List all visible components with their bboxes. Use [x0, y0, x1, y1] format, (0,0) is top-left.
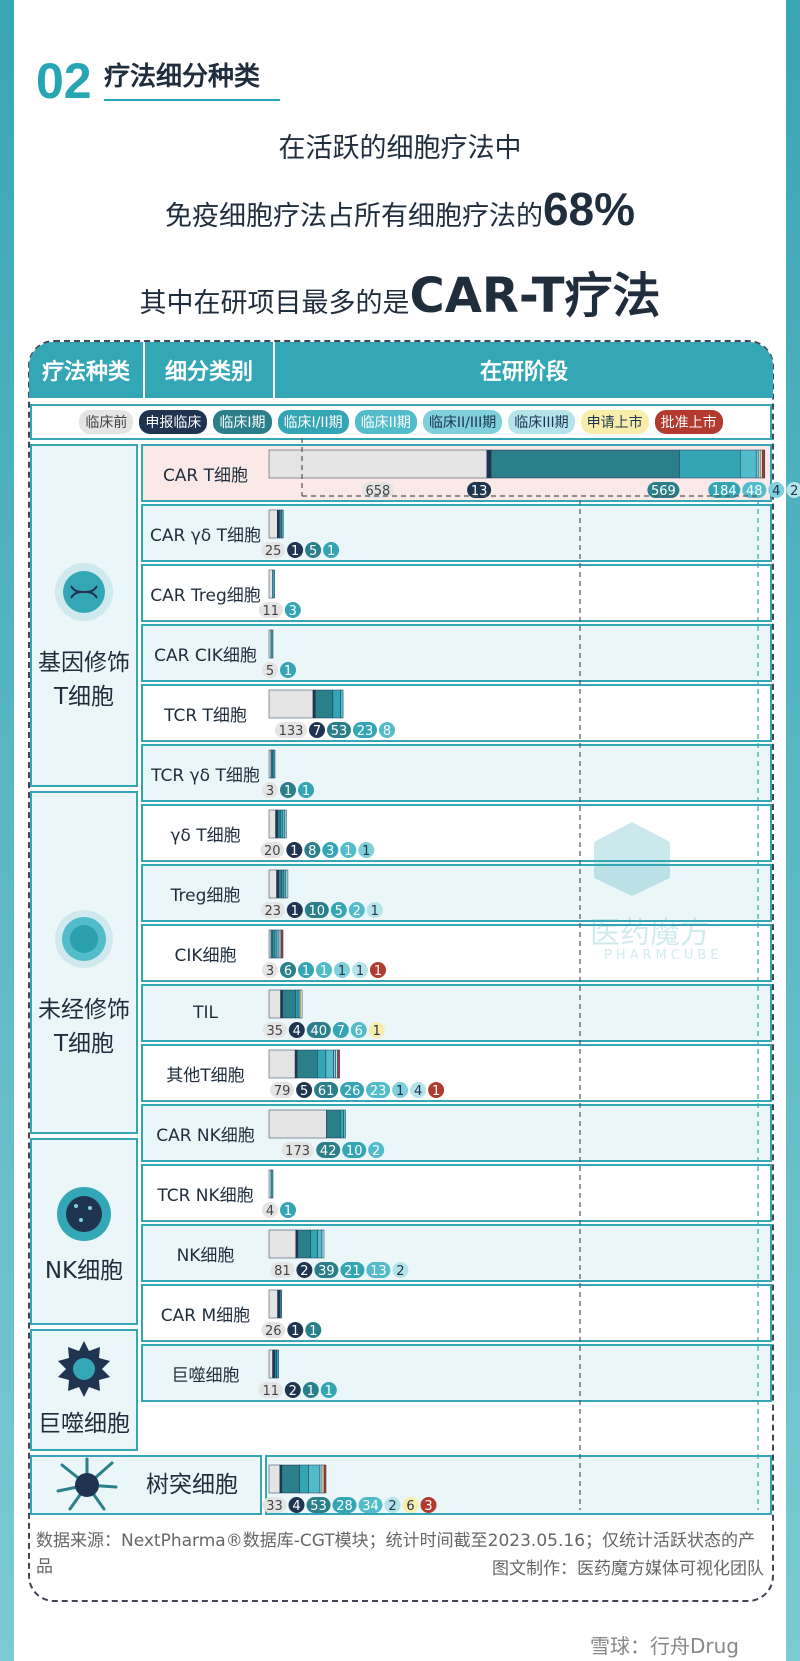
group-label-line1: 基因修饰 [38, 650, 130, 676]
subcategory-label: CIK细胞 [174, 945, 237, 966]
legend-item: 临床I期 [213, 410, 272, 434]
t-cell-icon [55, 910, 113, 968]
subcategory-label: γδ T细胞 [170, 825, 241, 846]
table-row: γδ T细胞 [141, 804, 772, 862]
legend-item: 申请上市 [580, 410, 649, 434]
subcategory-label: TIL [193, 1003, 218, 1023]
table-row: CAR Treg细胞 [141, 564, 772, 622]
subcategory-label: CAR T细胞 [162, 465, 249, 486]
group-label-line2: T细胞 [53, 684, 115, 710]
headline-line-3-text: 其中在研项目最多的是 [139, 288, 410, 319]
row-dendritic-cells [265, 1455, 772, 1515]
macrophage-icon [58, 1341, 110, 1397]
table-row: 巨噬细胞 [141, 1344, 772, 1402]
group-gene-modified-t: 基因修饰 T细胞 [30, 444, 138, 787]
group-unmodified-t: 未经修饰 T细胞 [30, 791, 138, 1134]
pharmcube-logo [590, 818, 674, 902]
table-row: CAR NK细胞 [141, 1104, 772, 1162]
group-macrophage: 巨噬细胞 [30, 1329, 138, 1451]
group-label: 巨噬细胞 [38, 1411, 130, 1437]
legend-item: 临床II/III期 [422, 410, 503, 434]
group-label-line2: T细胞 [53, 1031, 115, 1057]
brand-watermark-en: PHARMCUBE [604, 948, 723, 963]
credit-line: 图文制作：医药魔方媒体可视化团队 [492, 1559, 764, 1579]
table-row: CAR M细胞 [141, 1284, 772, 1342]
subcategory-label: 巨噬细胞 [171, 1365, 240, 1386]
subcategory-label: CAR NK细胞 [156, 1125, 255, 1146]
header-stage: 在研阶段 [275, 342, 773, 398]
group-label-line1: 未经修饰 [38, 997, 130, 1023]
data-source-note: 数据来源：NextPharma®数据库-CGT模块；统计时间截至2023.05.… [36, 1531, 756, 1577]
subcategory-label: NK细胞 [176, 1245, 235, 1266]
legend-item: 批准上市 [654, 410, 723, 434]
table-row: CAR CIK细胞 [141, 624, 772, 682]
table-row: CAR T细胞 [141, 444, 772, 502]
headline-car-t: CAR-T疗法 [409, 268, 661, 324]
table-row: CIK细胞 [141, 924, 772, 982]
left-edge-bar [0, 0, 14, 1661]
section-title: 疗法细分种类 [104, 56, 280, 101]
header-subcategory: 细分类别 [145, 342, 273, 398]
table-row: TCR NK细胞 [141, 1164, 772, 1222]
legend-item: 临床III期 [508, 410, 575, 434]
table-row: TIL [141, 984, 772, 1042]
xueqiu-watermark: 雪球：行舟Drug [590, 1634, 739, 1658]
cube-logo-icon [594, 822, 670, 896]
subcategory-label: 其他T细胞 [166, 1065, 245, 1086]
subcategory-label: CAR M细胞 [160, 1305, 251, 1326]
subcategory-label: CAR CIK细胞 [154, 645, 257, 666]
stage-legend: 临床前 申报临床 临床I期 临床I/II期 临床II期 临床II/III期 临床III期 申请… [30, 404, 772, 440]
header-therapy-type: 疗法种类 [29, 342, 143, 398]
table-frame [28, 340, 774, 1602]
group-dendritic: 树突细胞 [30, 1455, 262, 1515]
subcategory-label: CAR Treg细胞 [150, 585, 261, 606]
headline-line-2: 免疫细胞疗法占所有细胞疗法的68% [0, 182, 800, 236]
legend-item: 临床II期 [354, 410, 417, 434]
group-nk: NK细胞 [30, 1138, 138, 1325]
right-edge-bar [786, 0, 800, 1661]
headline-line-2-text: 免疫细胞疗法占所有细胞疗法的 [164, 201, 543, 232]
legend-item: 临床前 [79, 410, 134, 434]
table-row: 其他T细胞 [141, 1044, 772, 1102]
brand-watermark-cn: 医药魔方 [590, 916, 710, 951]
table-row: TCR T细胞 [141, 684, 772, 742]
table-row: TCR γδ T细胞 [141, 744, 772, 802]
headline-percentage: 68% [542, 183, 636, 235]
headline-line-1: 在活跃的细胞疗法中 [278, 133, 522, 164]
subcategory-label: TCR γδ T细胞 [151, 765, 260, 786]
nk-cell-icon [57, 1187, 111, 1241]
table-row: NK细胞 [141, 1224, 772, 1282]
section-number: 02 [36, 53, 92, 109]
subcategory-label: Treg细胞 [170, 885, 241, 906]
group-label: 树突细胞 [146, 1472, 238, 1498]
subcategory-label: TCR T细胞 [164, 705, 247, 726]
group-label: NK细胞 [44, 1258, 124, 1284]
subcategory-label: TCR NK细胞 [157, 1185, 254, 1206]
headline-line-3: 其中在研项目最多的是CAR-T疗法 [0, 256, 800, 326]
subcategory-label: CAR γδ T细胞 [150, 525, 261, 546]
table-row: Treg细胞 [141, 864, 772, 922]
dendritic-cell-icon [56, 1457, 118, 1511]
dna-cell-icon [55, 563, 113, 621]
table-row: CAR γδ T细胞 [141, 504, 772, 562]
legend-item: 临床I/II期 [277, 410, 349, 434]
legend-item: 申报临床 [139, 410, 208, 434]
